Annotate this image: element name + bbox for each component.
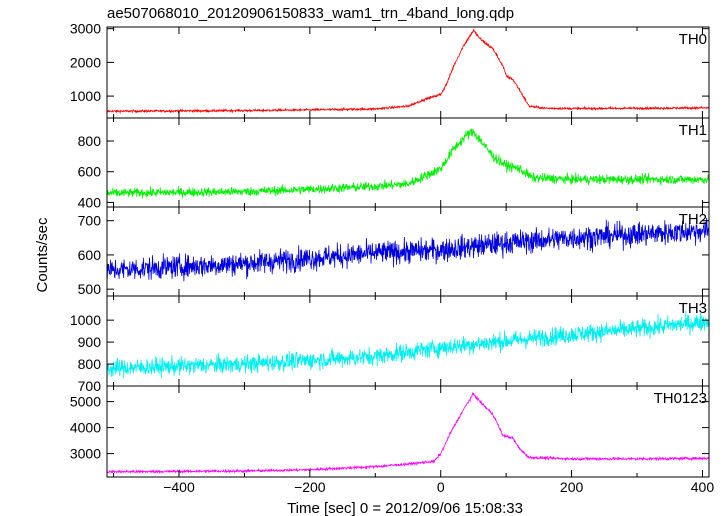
y-tick-label: 3000 [70, 21, 101, 37]
y-tick-label: 600 [78, 164, 102, 180]
panel-th0123: 3000 4000 5000 TH0123 [70, 385, 710, 478]
chart-title: ae507068010_20120906150833_wam1_trn_4ban… [107, 5, 514, 22]
y-tick-label: 3000 [70, 446, 101, 462]
y-tick-label: 700 [78, 213, 102, 229]
y-tick-label: 4000 [70, 420, 101, 436]
y-tick-label: 700 [78, 378, 102, 394]
series-label: TH0 [679, 31, 707, 48]
x-tick-label: 400 [691, 479, 715, 495]
y-tick-label: 600 [78, 247, 102, 263]
series-line-th0123 [107, 391, 709, 475]
panel-th3: 700 800 900 1000 TH3 [70, 295, 710, 394]
y-tick-label: 1000 [70, 312, 101, 328]
series-label: TH2 [679, 211, 707, 228]
series-line-th3 [107, 310, 709, 379]
panel-th2: 500 600 700 TH2 [78, 206, 710, 297]
x-tick-label: −400 [163, 479, 195, 495]
panel-th0: 1000 2000 3000 TH0 [70, 21, 710, 119]
y-axis-label: Counts/sec [34, 217, 51, 293]
panel-frame [106, 26, 710, 119]
panel-th1: 400 600 800 TH1 [78, 117, 710, 210]
x-axis-label: Time [sec] 0 = 2012/09/06 15:08:33 [287, 500, 523, 516]
y-tick-label: 800 [78, 356, 102, 372]
panel-frame [106, 295, 710, 387]
y-tick-label: 400 [78, 194, 102, 210]
y-tick-label: 800 [78, 133, 102, 149]
series-line-th0 [107, 28, 709, 115]
x-tick-label: 0 [437, 479, 445, 495]
y-tick-label: 500 [78, 281, 102, 297]
y-tick-label: 5000 [70, 394, 101, 410]
y-tick-label: 2000 [70, 54, 101, 70]
series-label: TH0123 [654, 390, 707, 407]
x-tick-label: 200 [560, 479, 584, 495]
x-tick-label: −200 [294, 479, 326, 495]
series-label: TH3 [679, 300, 707, 317]
series-line-th1 [107, 128, 709, 199]
panel-frame [106, 385, 710, 478]
y-tick-label: 900 [78, 334, 102, 350]
y-tick-label: 1000 [70, 88, 101, 104]
series-line-th2 [107, 217, 709, 282]
series-label: TH1 [679, 122, 707, 139]
